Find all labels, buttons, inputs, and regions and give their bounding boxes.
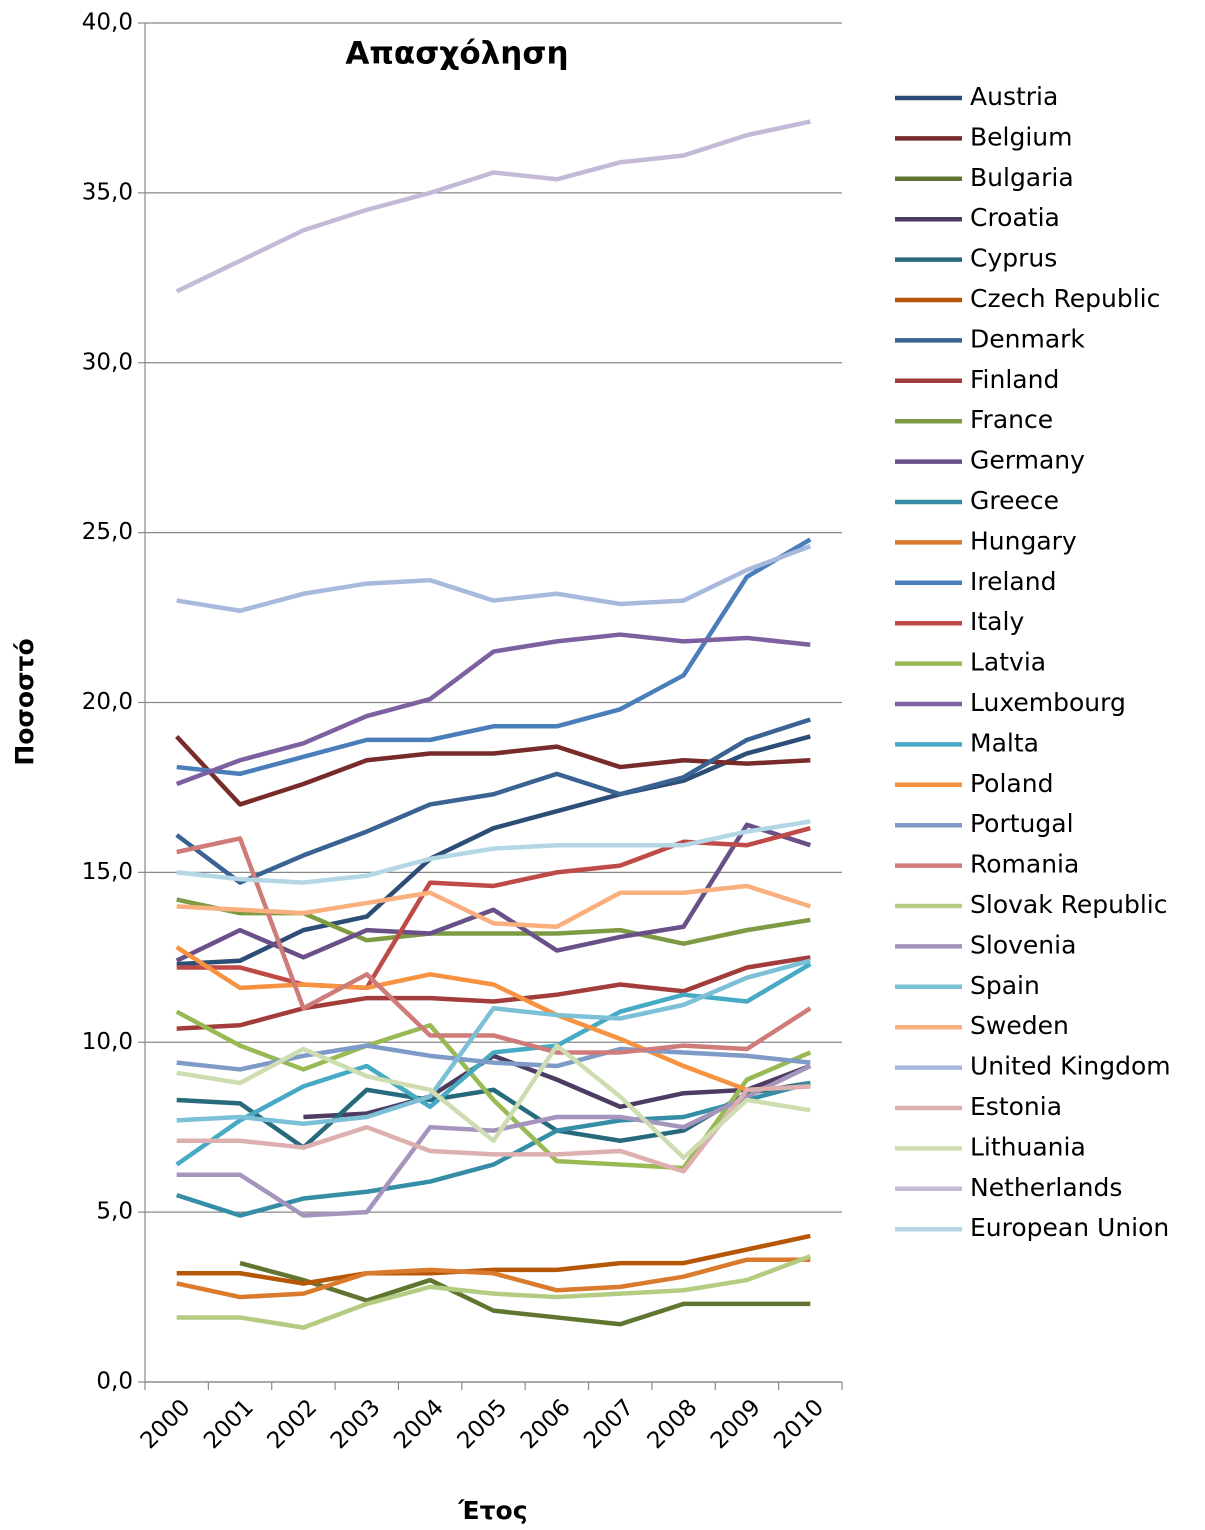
- series-line: [239, 1260, 811, 1327]
- x-axis-label: Έτος: [457, 1496, 527, 1525]
- legend-label: Greece: [970, 486, 1059, 515]
- series-line: [176, 537, 812, 777]
- legend-label: Slovak Republic: [970, 890, 1168, 919]
- x-tick-label: 2008: [643, 1394, 703, 1454]
- legend-label: Luxembourg: [970, 688, 1126, 717]
- series-line: [175, 119, 811, 294]
- series-line: [176, 836, 812, 1055]
- x-tick-label: 2009: [706, 1394, 766, 1454]
- legend-label: Ireland: [970, 567, 1056, 596]
- legend-label: Hungary: [970, 526, 1077, 555]
- y-tick-label: 35,0: [82, 179, 133, 205]
- y-tick-label: 40,0: [82, 10, 133, 36]
- series-line: [176, 734, 811, 967]
- legend-label: Italy: [970, 607, 1024, 636]
- legend-label: Germany: [970, 446, 1085, 475]
- legend-label: Austria: [970, 82, 1058, 111]
- legend-label: Slovenia: [970, 930, 1076, 959]
- series-line: [176, 1043, 811, 1161]
- y-tick-label: 5,0: [96, 1199, 133, 1225]
- legend-label: Estonia: [970, 1092, 1062, 1121]
- legend-label: Bulgaria: [970, 163, 1074, 192]
- legend-label: France: [970, 405, 1053, 434]
- legend-label: Malta: [970, 728, 1039, 757]
- legend-label: Portugal: [970, 809, 1074, 838]
- x-tick-label: 2005: [453, 1394, 513, 1454]
- series-line: [176, 955, 811, 1031]
- y-tick-label: 15,0: [82, 859, 133, 885]
- legend-label: Sweden: [970, 1011, 1069, 1040]
- series-line: [176, 1257, 811, 1300]
- legend-label: United Kingdom: [970, 1052, 1171, 1081]
- x-tick-label: 2001: [199, 1394, 259, 1454]
- legend-label: Spain: [970, 971, 1040, 1000]
- y-tick-label: 10,0: [82, 1029, 133, 1055]
- x-tick-label: 2002: [262, 1394, 322, 1454]
- x-tick-label: 2000: [136, 1394, 196, 1454]
- y-tick-label: 30,0: [82, 349, 133, 375]
- series-line: [175, 632, 811, 787]
- x-tick-label: 2007: [579, 1394, 639, 1454]
- x-tick-label: 2010: [769, 1394, 829, 1454]
- series-line: [176, 1233, 811, 1286]
- series-line: [176, 958, 811, 1127]
- legend-label: Croatia: [970, 203, 1060, 232]
- x-tick-label: 2003: [326, 1394, 386, 1454]
- legend-label: Latvia: [970, 648, 1046, 677]
- legend-label: Netherlands: [970, 1173, 1122, 1202]
- series-line: [176, 1254, 812, 1330]
- series-line: [176, 819, 811, 885]
- legend-label: Czech Republic: [970, 284, 1160, 313]
- legend-label: Denmark: [970, 324, 1085, 353]
- series-line: [176, 1064, 812, 1218]
- series-line: [176, 544, 812, 614]
- series-line: [176, 1084, 811, 1174]
- series-line: [175, 734, 811, 807]
- legend-label: European Union: [970, 1213, 1169, 1242]
- y-axis-label: Ποσοστό: [10, 638, 39, 765]
- legend-label: Finland: [970, 365, 1059, 394]
- legend-label: Romania: [970, 850, 1079, 879]
- series-line: [176, 883, 812, 929]
- series-line: [175, 717, 812, 885]
- legend-label: Lithuania: [970, 1132, 1086, 1161]
- legend-label: Poland: [970, 769, 1053, 798]
- y-tick-label: 25,0: [82, 519, 133, 545]
- chart-title: Απασχόληση: [345, 36, 568, 72]
- legend-label: Cyprus: [970, 244, 1057, 273]
- series-line: [175, 945, 811, 1093]
- legend-label: Belgium: [970, 122, 1073, 151]
- y-tick-label: 0,0: [96, 1369, 133, 1395]
- x-tick-label: 2004: [389, 1394, 449, 1454]
- x-tick-label: 2006: [516, 1394, 576, 1454]
- y-tick-label: 20,0: [82, 689, 133, 715]
